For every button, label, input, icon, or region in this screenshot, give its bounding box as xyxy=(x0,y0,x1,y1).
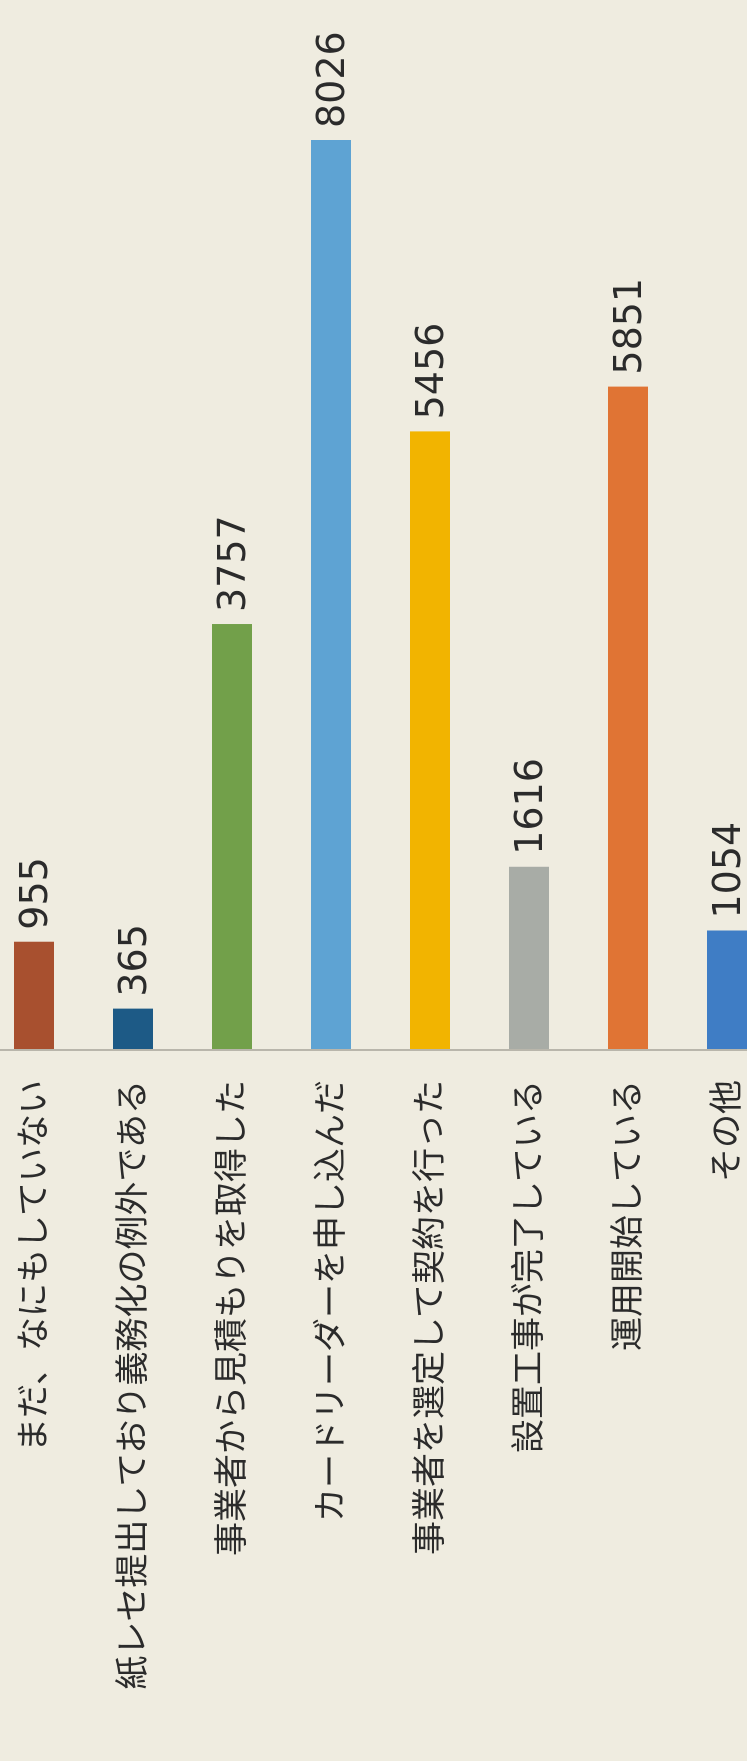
bar-0 xyxy=(14,941,54,1050)
bars-group xyxy=(14,140,747,1050)
value-label-1: 365 xyxy=(111,924,155,997)
category-label-5: 設置工事が完了している xyxy=(509,1080,549,1453)
bar-3 xyxy=(311,140,351,1050)
value-label-3: 8026 xyxy=(309,31,353,128)
category-label-7: その他 xyxy=(707,1080,747,1182)
bar-1 xyxy=(113,1008,153,1050)
bar-6 xyxy=(608,386,648,1050)
bar-4 xyxy=(410,431,450,1050)
value-labels-group: 955 365 3757 8026 5456 1616 5851 1054 xyxy=(12,31,747,996)
value-label-2: 3757 xyxy=(210,515,254,612)
bar-5 xyxy=(509,866,549,1050)
category-label-6: 運用開始している xyxy=(608,1080,648,1351)
category-labels-group: まだ、なにもしていない 紙レセ提出しており義務化の例外である 事業者から見積もりを取… xyxy=(14,1080,747,1690)
value-label-5: 1616 xyxy=(507,758,551,855)
value-label-0: 955 xyxy=(12,857,56,930)
category-label-4: 事業者を選定して契約を行った xyxy=(410,1080,450,1555)
category-label-2: 事業者から見積もりを取得した xyxy=(212,1080,252,1556)
value-label-6: 5851 xyxy=(606,278,650,375)
bar-2 xyxy=(212,624,252,1050)
category-label-0: まだ、なにもしていない xyxy=(14,1080,54,1452)
bar-7 xyxy=(707,930,747,1050)
category-label-3: カードリーダーを申し込んだ xyxy=(311,1080,351,1522)
category-label-1: 紙レセ提出しており義務化の例外である xyxy=(113,1080,153,1690)
value-label-7: 1054 xyxy=(705,822,747,919)
value-label-4: 5456 xyxy=(408,323,452,420)
